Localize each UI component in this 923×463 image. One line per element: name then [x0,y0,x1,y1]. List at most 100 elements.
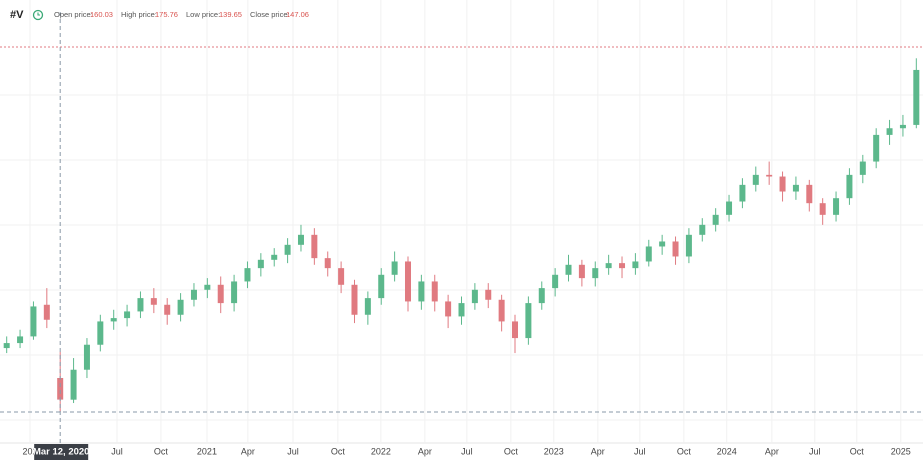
x-tick-label: 2021 [197,446,217,456]
candle-body [217,284,224,304]
x-tick-label: Oct [677,446,692,456]
candle-body [806,184,813,204]
candle-body [257,259,264,269]
candle-body [886,128,893,135]
x-tick-label: 2023 [544,446,564,456]
candle-body [538,288,545,304]
candle-body [913,69,920,125]
candle-body [3,343,10,349]
x-tick-label: Apr [241,446,255,456]
candle-body [899,124,906,129]
candle-body [177,299,184,315]
candle-body [619,263,626,269]
candle-body [846,174,853,199]
date-box [34,444,89,460]
candle-body [284,244,291,255]
candle-body [164,304,171,315]
candle-body [873,134,880,162]
candle-body [578,264,585,279]
candle-body [471,289,478,304]
candle-body [672,241,679,257]
candle-body [445,301,452,317]
candle-body [137,298,144,312]
candle-body [792,184,799,192]
candle-body [391,261,398,275]
candle-body [338,268,345,285]
ohlc-label: Close price: [250,10,290,19]
ohlc-label: Open price: [54,10,93,19]
candle-body [766,174,773,177]
candle-body [70,369,77,400]
x-tick-label: Jul [634,446,646,456]
candle-body [43,304,50,320]
candle-body [244,268,251,282]
x-tick-label: 2025 [891,446,911,456]
clock-hands [37,12,40,16]
candle-body [592,268,599,279]
candle-body [685,234,692,257]
x-tick-label: Oct [504,446,519,456]
candle-body [110,318,117,322]
candle-body [271,254,278,260]
candle-body [150,298,157,305]
x-tick-label: 202 [22,446,37,456]
ohlc-value: 147.06 [286,10,309,19]
candle-body [351,284,358,315]
candle-body [833,198,840,215]
candle-body [83,344,90,370]
candle-body [431,281,438,302]
candle-body [124,311,131,319]
clock-icon [32,9,44,21]
x-tick-label: Jul [809,446,821,456]
candle-body [632,261,639,269]
candle-body [726,201,733,215]
candle-body [30,306,37,337]
candle-body [645,246,652,262]
candle-body [659,241,666,247]
candle-body [204,284,211,290]
candle-body [485,289,492,300]
candle-body [97,321,104,345]
candle-body [779,176,786,192]
candle-body [565,264,572,275]
candle-body [57,377,64,400]
x-tick-label: Jul [111,446,123,456]
chart-title: #V [10,9,24,21]
candle-body [458,303,465,317]
x-tick-label: Apr [591,446,605,456]
candle-body [605,263,612,269]
candle-body [525,303,532,339]
x-tick-label: 2024 [717,446,737,456]
x-tick-label: Jul [287,446,299,456]
ohlc-value: 139.65 [219,10,242,19]
candle-body [418,281,425,302]
ohlc-value: 175.76 [155,10,178,19]
hover-date: Mar 12, 2020 [33,447,90,458]
x-tick-label: 2022 [371,446,391,456]
candle-body [859,161,866,175]
candle-body [819,203,826,215]
candle-body [378,274,385,299]
clock-face [32,9,44,21]
x-tick-label: Jul [461,446,473,456]
candle-body [190,289,197,300]
x-tick-label: Apr [418,446,432,456]
candle-body [324,258,331,269]
candle-body [739,184,746,202]
ohlc-label: High price: [121,10,157,19]
candle-body [297,234,304,245]
h-grid [0,94,923,421]
candle-body [699,224,706,235]
candle-body [552,274,559,289]
candle-body [231,281,238,304]
candle-body [512,321,519,339]
candle-body [498,299,505,322]
candle-body [17,336,24,344]
x-tick-label: Oct [154,446,169,456]
x-tick-label: Oct [331,446,346,456]
ohlc-value: 160.03 [90,10,113,19]
candle-body [311,234,318,259]
x-tick-label: Apr [765,446,779,456]
